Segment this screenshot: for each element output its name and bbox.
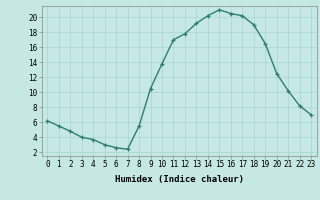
X-axis label: Humidex (Indice chaleur): Humidex (Indice chaleur) bbox=[115, 175, 244, 184]
